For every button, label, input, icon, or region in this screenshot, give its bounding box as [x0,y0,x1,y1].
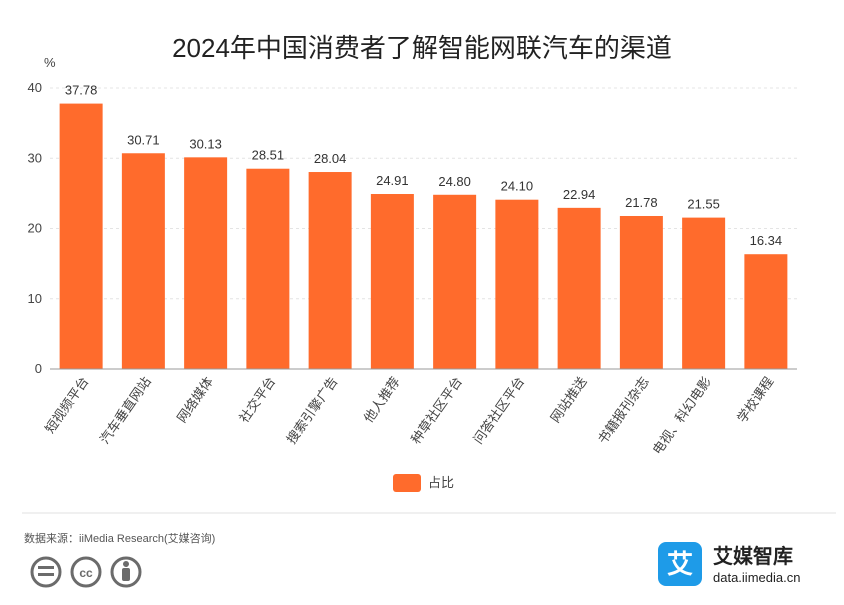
cc-license-icon: cc [70,556,102,588]
data-label: 28.51 [252,148,285,163]
category-label: 社交平台 [236,374,278,425]
bar [682,217,726,369]
data-label: 21.55 [687,197,720,212]
bar [308,172,352,369]
person-attribution-icon [110,556,142,588]
data-label: 28.04 [314,151,347,166]
data-label: 24.10 [501,179,534,194]
bar [370,194,414,369]
legend: 占比 [393,474,454,492]
category-label: 网络媒体 [174,374,216,425]
bars [59,103,788,370]
data-label: 30.13 [189,136,222,151]
category-label: 他人推荐 [361,374,403,425]
category-label: 汽车垂直网站 [97,374,154,447]
chart-title: 2024年中国消费者了解智能网联汽车的渠道 [172,33,672,63]
y-axis-unit: % [44,55,56,70]
brand-url: data.iimedia.cn [713,570,800,585]
bar [246,168,290,369]
category-label: 问答社区平台 [470,374,527,447]
y-tick-label: 40 [28,80,42,95]
license-icons: cc [30,556,142,588]
svg-text:cc: cc [79,566,93,580]
category-label: 网站推送 [547,374,589,425]
category-label: 短视频平台 [42,374,92,436]
equals-license-icon [30,556,62,588]
bar [184,157,228,369]
bar [495,199,539,369]
brand-block: 艾 艾媒智库 data.iimedia.cn [658,542,800,586]
bar [619,215,663,369]
y-tick-label: 20 [28,221,42,236]
bar [744,254,788,369]
brand-logo-glyph: 艾 [667,549,693,579]
category-label: 搜索引擎广告 [284,374,341,447]
data-labels: 37.78 30.71 30.13 28.51 28.04 24.91 24.80 24.10… [65,83,782,249]
data-label: 30.71 [127,132,160,147]
bar [121,153,165,369]
brand-name: 艾媒智库 [713,544,793,568]
y-axis-ticks: 0 10 20 30 40 [28,80,42,376]
legend-label: 占比 [428,475,454,490]
data-label: 24.91 [376,173,409,188]
bar [433,194,477,369]
data-label: 37.78 [65,83,98,98]
data-label: 16.34 [750,233,783,248]
category-label: 书籍报刊杂志 [595,374,652,447]
bar [59,103,103,370]
category-labels: 短视频平台 汽车垂直网站 网络媒体 社交平台 搜索引擎广告 他人推荐 种草社区平台 问答社区平… [42,374,776,457]
data-label: 24.80 [438,174,471,189]
category-label: 种草社区平台 [408,374,465,447]
bar [557,207,601,369]
data-label: 21.78 [625,195,658,210]
y-tick-label: 0 [35,361,42,376]
y-tick-label: 30 [28,150,42,165]
grid-lines [50,87,797,300]
source-note: 数据来源：iiMedia Research(艾媒咨询) [24,531,215,545]
legend-swatch [393,474,421,492]
data-label: 22.94 [563,187,596,202]
y-tick-label: 10 [28,291,42,306]
category-label: 电视、科幻电影 [650,374,714,457]
brand-logo-icon [658,542,702,586]
category-label: 学校课程 [734,374,776,425]
